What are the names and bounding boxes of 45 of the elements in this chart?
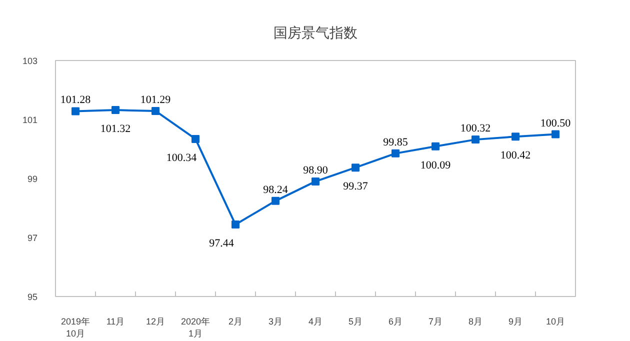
text: 98.24 (263, 184, 288, 196)
x-tick-label: 2020年 1月 (180, 316, 210, 338)
text: 101.32 (100, 123, 131, 136)
x-tick-label: 12月 (146, 316, 166, 326)
y-tick-label: 101 (22, 115, 38, 125)
x-tick-label: 8月 (468, 316, 483, 326)
y-tick-label: 99 (27, 174, 38, 184)
x-tick-label: 7月 (428, 316, 443, 326)
x-tick-label: 5月 (348, 316, 363, 326)
text: 100.42 (500, 150, 531, 162)
x-tick-label: 11月 (106, 316, 125, 326)
x-tick-label: 6月 (388, 316, 403, 326)
point (472, 136, 480, 144)
text: 100.34 (166, 152, 197, 164)
point (432, 142, 440, 150)
point (312, 177, 320, 186)
x-tick-label: 3月 (268, 316, 283, 326)
point (152, 106, 160, 115)
point (192, 134, 200, 143)
point (112, 106, 120, 114)
text: 98.90 (303, 164, 328, 176)
point (392, 149, 400, 158)
y-tick-label: 97 (27, 233, 38, 243)
point (512, 132, 520, 141)
x-tick-label: 10月 (546, 316, 566, 326)
y-tick-label: 103 (22, 56, 38, 66)
x-tick-label: 2019年 10月 (60, 316, 90, 338)
point (552, 130, 560, 138)
text: 99.85 (383, 136, 408, 148)
text: 99.37 (343, 180, 368, 193)
text: 101.28 (60, 94, 91, 106)
point (272, 196, 280, 205)
point (72, 107, 80, 116)
text: 100.32 (460, 122, 491, 135)
text: 100.09 (420, 159, 451, 172)
text: 100.50 (540, 117, 571, 130)
chart-title: 国房景气指数 (274, 24, 358, 40)
x-tick-label: 2月 (228, 316, 243, 326)
point (352, 164, 360, 172)
x-tick-label: 4月 (308, 316, 323, 326)
point (232, 220, 240, 229)
y-tick-label: 95 (27, 292, 38, 302)
text: 97.44 (209, 238, 234, 250)
text: 101.29 (140, 94, 171, 106)
x-tick-label: 9月 (508, 316, 523, 326)
